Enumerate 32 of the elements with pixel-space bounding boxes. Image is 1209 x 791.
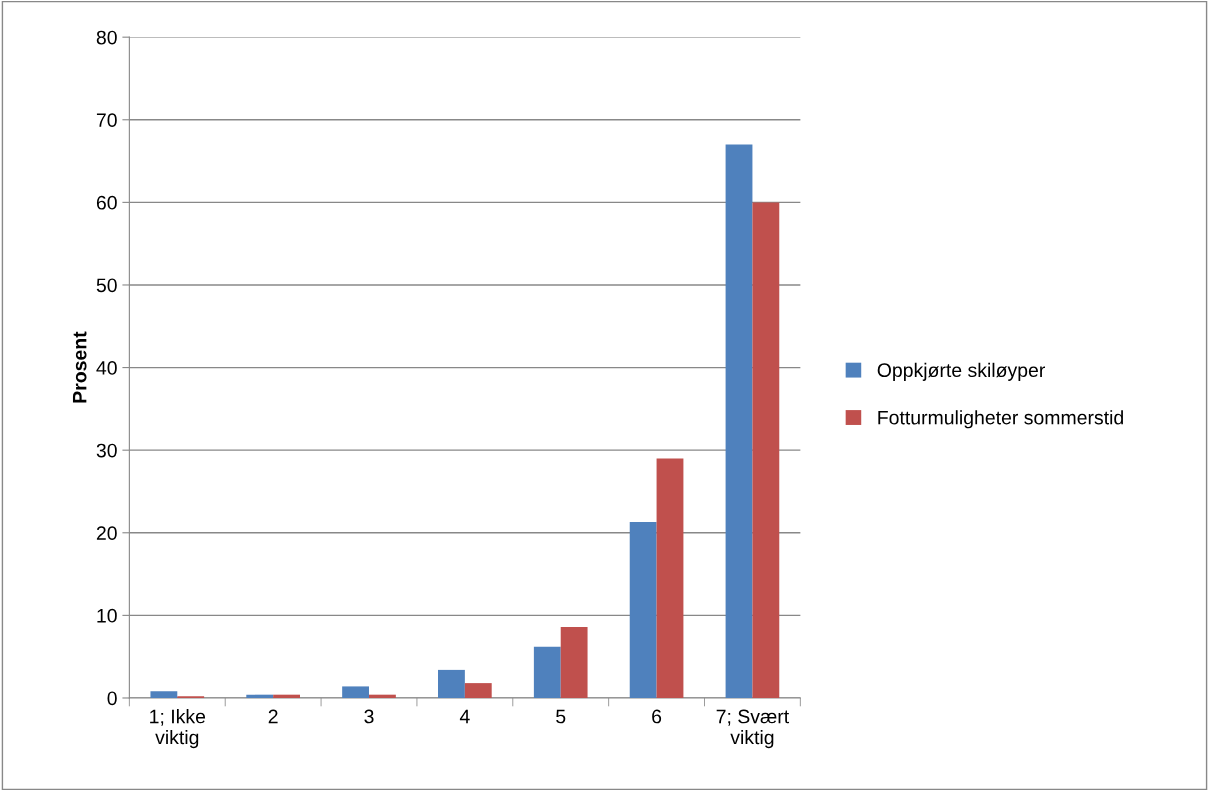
y-tick-label: 60 bbox=[96, 195, 117, 210]
y-tick-label: 50 bbox=[96, 278, 117, 293]
y-axis-title: Prosent bbox=[72, 331, 87, 403]
y-tick-label: 80 bbox=[96, 30, 117, 45]
x-tick-label: 3 bbox=[364, 709, 374, 724]
x-tick-label: 1; Ikke viktig bbox=[150, 709, 206, 749]
x-tick-label: 6 bbox=[652, 709, 662, 724]
y-tick-label: 40 bbox=[96, 361, 117, 375]
y-tick-label: 70 bbox=[96, 113, 117, 128]
legend-label: Oppkjørte skiløyper bbox=[877, 362, 1046, 381]
bar bbox=[438, 669, 465, 698]
x-tick-label: 7; Svært viktig bbox=[716, 709, 790, 749]
bar bbox=[464, 683, 492, 698]
y-tick-label: 20 bbox=[96, 526, 117, 541]
y-tick-label: 10 bbox=[97, 608, 117, 623]
bar bbox=[246, 694, 274, 698]
bar bbox=[342, 686, 369, 698]
legend-label: Fotturmuligheter sommerstid bbox=[878, 410, 1123, 429]
x-tick-label: 5 bbox=[556, 709, 566, 724]
bar bbox=[150, 691, 178, 698]
x-tick-label: 4 bbox=[459, 709, 470, 724]
bar bbox=[656, 458, 684, 698]
bar bbox=[273, 694, 300, 698]
y-tick-label: 0 bbox=[107, 691, 117, 706]
y-tick-label: 30 bbox=[96, 443, 117, 458]
bar bbox=[533, 646, 561, 698]
bar bbox=[629, 522, 657, 698]
bar bbox=[369, 694, 396, 698]
bar bbox=[752, 202, 780, 698]
bar bbox=[560, 626, 588, 698]
x-tick-label: 2 bbox=[268, 709, 278, 724]
bar bbox=[725, 144, 753, 698]
